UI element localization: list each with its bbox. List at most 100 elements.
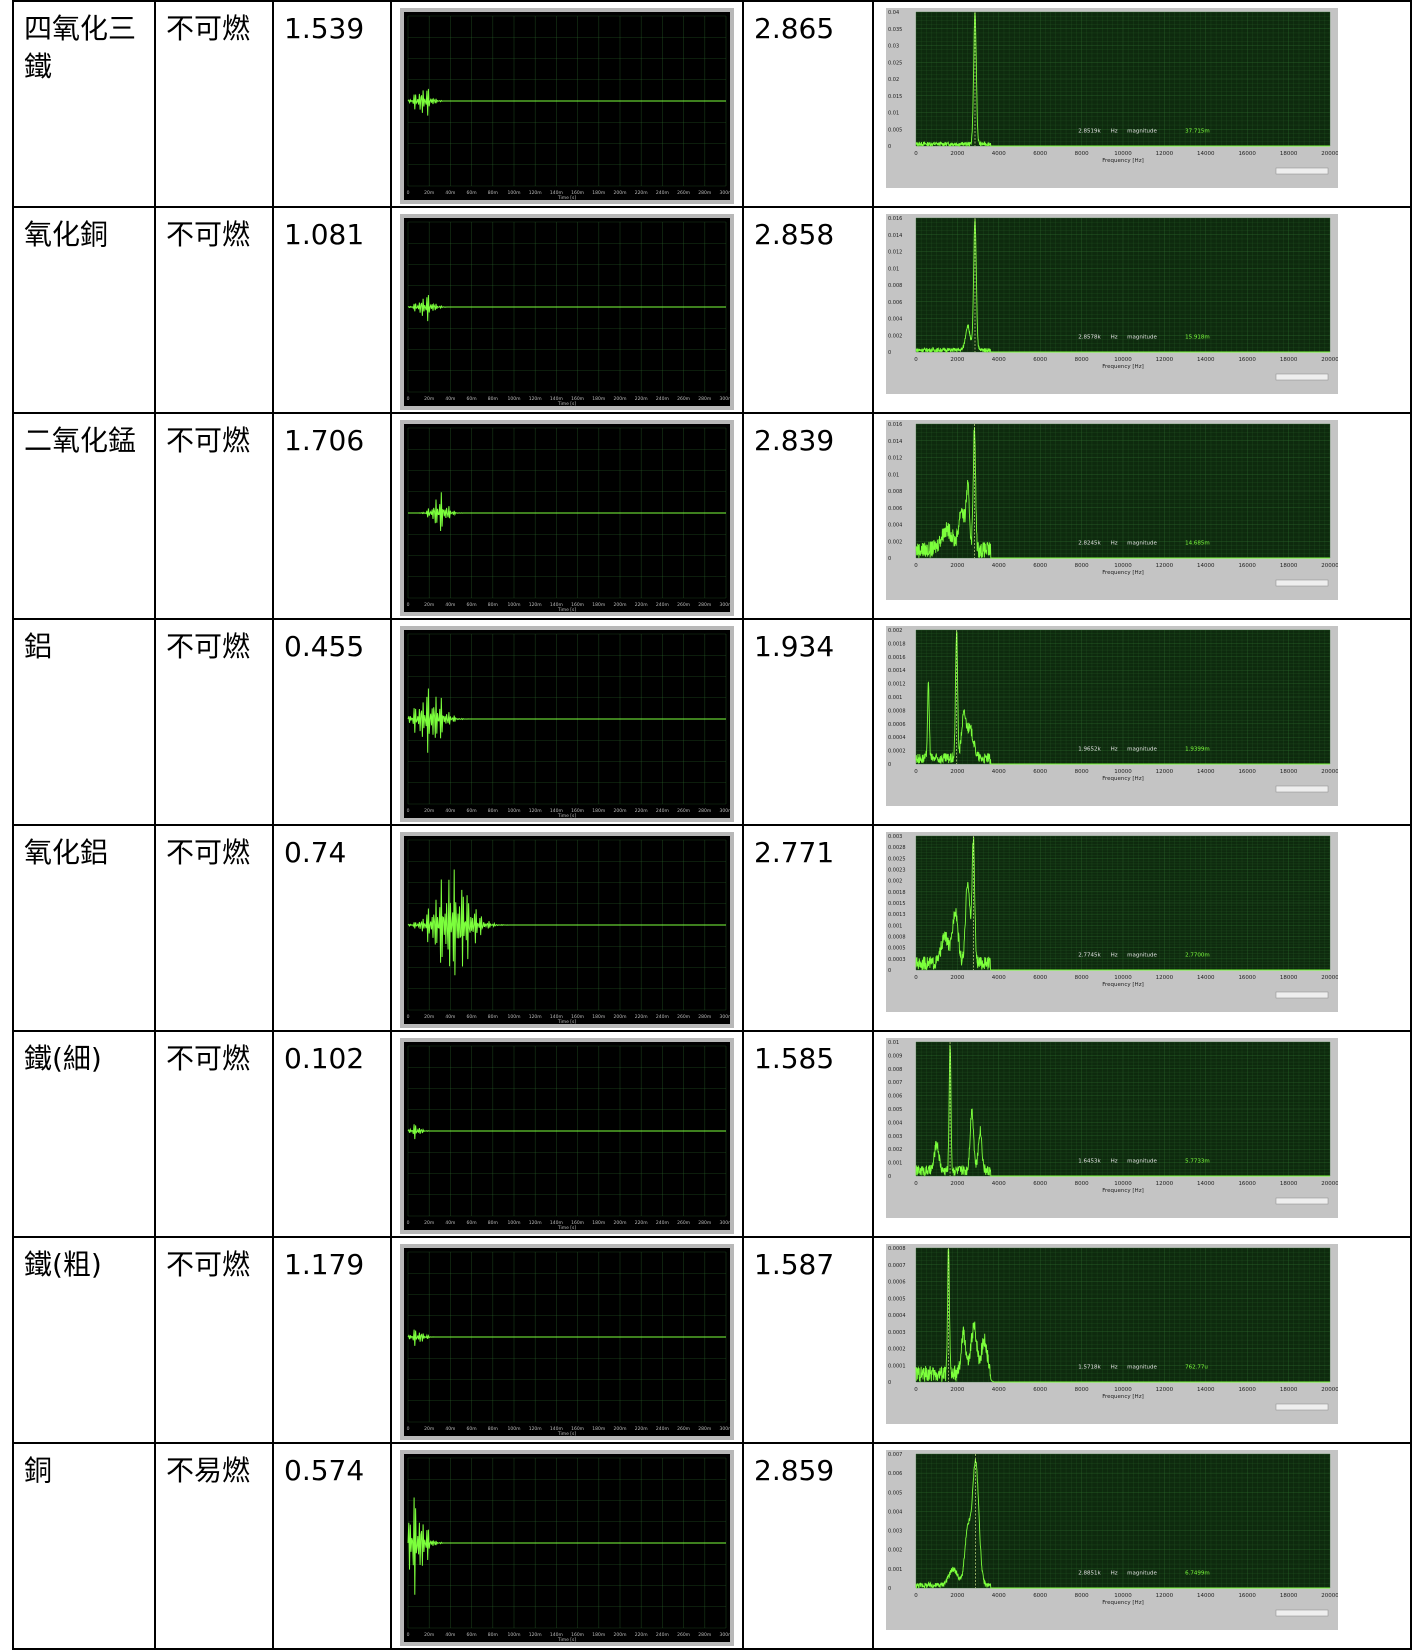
spectrum-y-tick: 0.0003 — [888, 957, 906, 963]
spectrum-y-tick: 0.0012 — [888, 682, 906, 688]
spectrum-x-tick: 14000 — [1197, 1181, 1215, 1187]
spectrum-scrollbar[interactable] — [1275, 579, 1329, 587]
flammability-cell: 不可燃 — [154, 1030, 274, 1238]
table-row: 四氧化三鐵 不可燃 1.539 0 20m 40m 60m 80m 100m 120m 140m 16… — [12, 0, 1412, 208]
spectrum-x-tick: 10000 — [1114, 1593, 1132, 1599]
flammability: 不可燃 — [166, 424, 251, 457]
waveform-x-tick: 280m — [698, 1426, 711, 1432]
waveform-x-tick: 0 — [407, 1014, 410, 1020]
waveform-x-tick: 100m — [508, 808, 521, 814]
waveform-x-tick: 260m — [677, 602, 690, 608]
spectrum-x-tick: 2000 — [950, 1593, 964, 1599]
flammability: 不可燃 — [166, 1248, 251, 1281]
spectrum-peak-frequency: 1.9652k — [1078, 747, 1101, 753]
material-name-cell: 氧化鋁 — [12, 824, 156, 1032]
waveform-x-tick: 280m — [698, 808, 711, 814]
spectrum-scrollbar[interactable] — [1275, 991, 1329, 999]
material-name: 鐵(細) — [24, 1042, 102, 1075]
waveform-x-tick: 20m — [424, 190, 434, 196]
spectrum-hz-label: Hz — [1111, 1365, 1118, 1371]
spectrum-scrollbar[interactable] — [1275, 1403, 1329, 1411]
material-name: 氧化銅 — [24, 218, 109, 251]
waveform-x-label: Time [s] — [557, 1225, 577, 1230]
waveform-trace — [407, 88, 726, 116]
spectrum-y-tick: 0.014 — [888, 233, 902, 239]
spectrum-x-tick: 10000 — [1114, 1387, 1132, 1393]
spectrum-plot: 0.016 0.014 0.012 0.01 0.008 0.006 0.004 0.002 0… — [886, 214, 1338, 394]
spectrum-x-label: Frequency [Hz] — [1102, 1394, 1143, 1400]
spectrum-scrollbar[interactable] — [1275, 1609, 1329, 1617]
spectrum-x-tick: 12000 — [1156, 1387, 1174, 1393]
flammability: 不易燃 — [166, 1454, 251, 1487]
waveform-x-tick: 240m — [656, 1220, 669, 1226]
waveform-x-label: Time [s] — [557, 195, 577, 200]
spectrum-y-tick: 0.015 — [888, 94, 902, 100]
spectrum-peak-frequency: 2.8519k — [1078, 129, 1101, 135]
spectrum-y-tick: 0.0018 — [888, 641, 906, 647]
material-name: 氧化鋁 — [24, 836, 109, 869]
waveform-x-tick: 40m — [445, 808, 455, 814]
spectrum-scrollbar[interactable] — [1275, 373, 1329, 381]
waveform-x-tick: 300m — [720, 190, 730, 196]
spectrum-x-label: Frequency [Hz] — [1102, 158, 1143, 164]
spectrum-trace — [915, 1249, 1330, 1383]
spectrum-y-tick: 0.0005 — [888, 946, 906, 952]
spectrum-y-tick: 0.004 — [888, 523, 902, 529]
waveform-plot: 0 20m 40m 60m 80m 100m 120m 140m 160m 180m 200m 220… — [400, 626, 734, 822]
value-2: 2.839 — [754, 424, 835, 457]
waveform-cell: 0 20m 40m 60m 80m 100m 120m 140m 160m 180m 200m 220… — [390, 1030, 744, 1238]
waveform-x-label: Time [s] — [557, 1431, 577, 1436]
spectrum-y-tick: 0.001 — [888, 1161, 902, 1167]
spectrum-y-tick: 0.014 — [888, 439, 902, 445]
spectrum-hz-label: Hz — [1111, 1571, 1118, 1577]
spectrum-x-tick: 0 — [914, 975, 918, 981]
waveform-x-tick: 100m — [508, 1014, 521, 1020]
spectrum-magnitude-label: magnitude — [1127, 1571, 1157, 1577]
waveform-x-tick: 220m — [635, 1632, 648, 1638]
spectrum-magnitude-value: 14.685m — [1185, 541, 1210, 547]
spectrum-y-tick: 0.016 — [888, 422, 902, 428]
spectrum-y-tick: 0.002 — [888, 539, 902, 545]
material-name-cell: 二氧化錳 — [12, 412, 156, 620]
waveform-x-tick: 260m — [677, 190, 690, 196]
spectrum-magnitude-label: magnitude — [1127, 129, 1157, 135]
waveform-x-tick: 240m — [656, 1426, 669, 1432]
value-1-cell: 0.74 — [272, 824, 392, 1032]
spectrum-y-tick: 0.0008 — [888, 708, 906, 714]
waveform-x-tick: 140m — [550, 1426, 563, 1432]
spectrum-trace — [915, 1458, 1330, 1590]
spectrum-x-tick: 4000 — [992, 769, 1006, 775]
spectrum-x-tick: 16000 — [1238, 1181, 1256, 1187]
spectrum-x-label: Frequency [Hz] — [1102, 1188, 1143, 1194]
waveform-x-tick: 60m — [467, 1014, 477, 1020]
waveform-x-tick: 240m — [656, 602, 669, 608]
spectrum-y-tick: 0.008 — [888, 489, 902, 495]
waveform-x-tick: 180m — [592, 190, 605, 196]
waveform-x-tick: 200m — [614, 396, 627, 402]
spectrum-y-tick: 0 — [888, 144, 891, 150]
spectrum-x-tick: 14000 — [1197, 1593, 1215, 1599]
waveform-x-tick: 60m — [467, 1632, 477, 1638]
spectrum-scrollbar[interactable] — [1275, 167, 1329, 175]
value-1: 0.102 — [284, 1042, 365, 1075]
spectrum-y-tick: 0.008 — [888, 283, 902, 289]
spectrum-y-tick: 0.0001 — [888, 1363, 906, 1369]
waveform-x-tick: 160m — [571, 1426, 584, 1432]
spectrum-trace — [915, 219, 1330, 354]
waveform-x-tick: 120m — [529, 602, 542, 608]
spectrum-y-tick: 0.012 — [888, 456, 902, 462]
waveform-x-tick: 160m — [571, 1632, 584, 1638]
spectrum-scrollbar[interactable] — [1275, 785, 1329, 793]
flammability-cell: 不可燃 — [154, 824, 274, 1032]
waveform-x-tick: 120m — [529, 396, 542, 402]
spectrum-scrollbar[interactable] — [1275, 1197, 1329, 1205]
spectrum-x-tick: 20000 — [1321, 151, 1338, 157]
spectrum-x-tick: 20000 — [1321, 769, 1338, 775]
flammability-cell: 不易燃 — [154, 1442, 274, 1650]
material-name-cell: 鐵(粗) — [12, 1236, 156, 1444]
spectrum-x-tick: 8000 — [1075, 1181, 1089, 1187]
spectrum-y-tick: 0.007 — [888, 1080, 902, 1086]
waveform-x-tick: 200m — [614, 1426, 627, 1432]
waveform-x-tick: 20m — [424, 1632, 434, 1638]
material-name-cell: 氧化銅 — [12, 206, 156, 414]
